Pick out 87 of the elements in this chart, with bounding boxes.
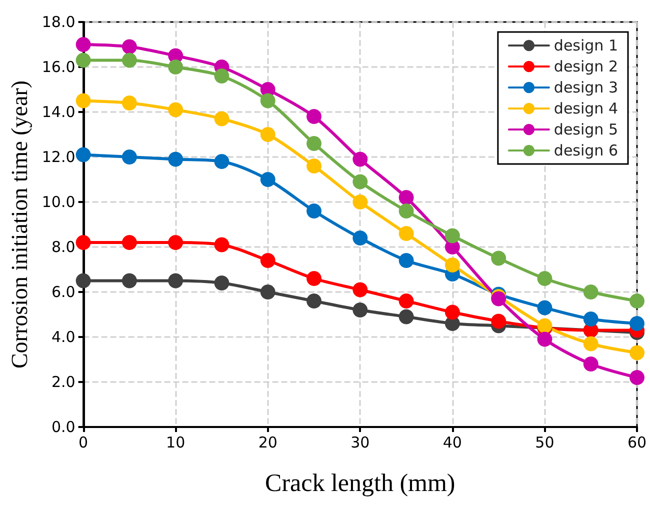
y-tick-label: 16.0 — [42, 58, 76, 76]
point — [76, 235, 91, 250]
x-tick-label: 30 — [350, 434, 370, 452]
point — [76, 147, 91, 162]
point — [352, 302, 368, 318]
x-tick-label: 0 — [78, 434, 88, 452]
y-tick-label: 6.0 — [51, 283, 76, 301]
x-tick-label: 60 — [627, 434, 647, 452]
point — [491, 250, 506, 266]
point — [306, 109, 322, 124]
point — [630, 345, 644, 360]
point — [537, 332, 552, 347]
point — [306, 204, 322, 218]
point — [537, 271, 552, 286]
point — [444, 228, 460, 244]
point — [260, 93, 276, 108]
point — [630, 370, 644, 385]
point — [398, 226, 414, 241]
legend-label: design 6 — [554, 142, 618, 160]
y-tick-label: 18.0 — [42, 13, 76, 31]
y-tick-label: 12.0 — [42, 148, 76, 166]
point — [214, 154, 230, 169]
point — [168, 273, 184, 288]
point — [306, 294, 322, 308]
legend-label: design 2 — [554, 58, 618, 76]
point — [122, 273, 137, 288]
y-tick-label: 2.0 — [51, 373, 76, 391]
y-tick-label: 10.0 — [42, 193, 76, 211]
point — [352, 282, 368, 298]
point — [537, 300, 552, 316]
point — [168, 102, 184, 118]
point — [583, 284, 598, 300]
point — [352, 174, 368, 190]
point — [76, 273, 91, 288]
point — [76, 93, 91, 108]
point — [398, 294, 414, 308]
point — [214, 237, 230, 252]
point — [214, 111, 230, 126]
point — [583, 356, 598, 372]
point — [398, 204, 414, 218]
point — [76, 52, 91, 68]
point — [214, 68, 230, 84]
point — [306, 158, 322, 174]
x-tick-label: 10 — [166, 434, 186, 452]
point — [398, 190, 414, 205]
point — [214, 276, 230, 290]
point — [352, 230, 368, 246]
point — [260, 127, 276, 142]
point — [352, 194, 368, 210]
point — [76, 37, 91, 52]
point — [398, 309, 414, 324]
point — [306, 136, 322, 151]
legend-label: design 4 — [554, 100, 618, 118]
point — [168, 235, 184, 250]
point — [583, 312, 598, 326]
x-tick-label: 20 — [258, 434, 278, 452]
point — [260, 284, 276, 300]
y-tick-label: 14.0 — [42, 103, 76, 121]
point — [444, 304, 460, 320]
point — [444, 258, 460, 272]
point — [260, 253, 276, 268]
x-tick-label: 50 — [535, 434, 554, 452]
point — [630, 294, 644, 308]
x-tick-label: 40 — [442, 434, 462, 452]
point — [630, 316, 644, 331]
point — [352, 152, 368, 167]
point — [122, 52, 137, 68]
point — [122, 150, 137, 164]
point — [398, 253, 414, 268]
point — [122, 235, 137, 250]
point — [537, 318, 552, 334]
y-tick-label: 0.0 — [51, 418, 76, 436]
point — [168, 60, 184, 74]
point — [306, 271, 322, 286]
legend-label: design 5 — [554, 120, 618, 138]
y-tick-label: 8.0 — [51, 238, 76, 256]
legend-label: design 1 — [554, 36, 618, 54]
x-axis-title: Crack length (mm) — [265, 470, 456, 497]
point — [122, 39, 137, 54]
y-tick-label: 4.0 — [51, 328, 76, 346]
point — [491, 314, 506, 329]
point — [122, 96, 137, 110]
point — [583, 336, 598, 352]
point — [260, 172, 276, 187]
legend-label: design 3 — [554, 78, 618, 96]
y-axis-title: Corrosion initiation time (year) — [7, 80, 32, 369]
point — [168, 152, 184, 167]
